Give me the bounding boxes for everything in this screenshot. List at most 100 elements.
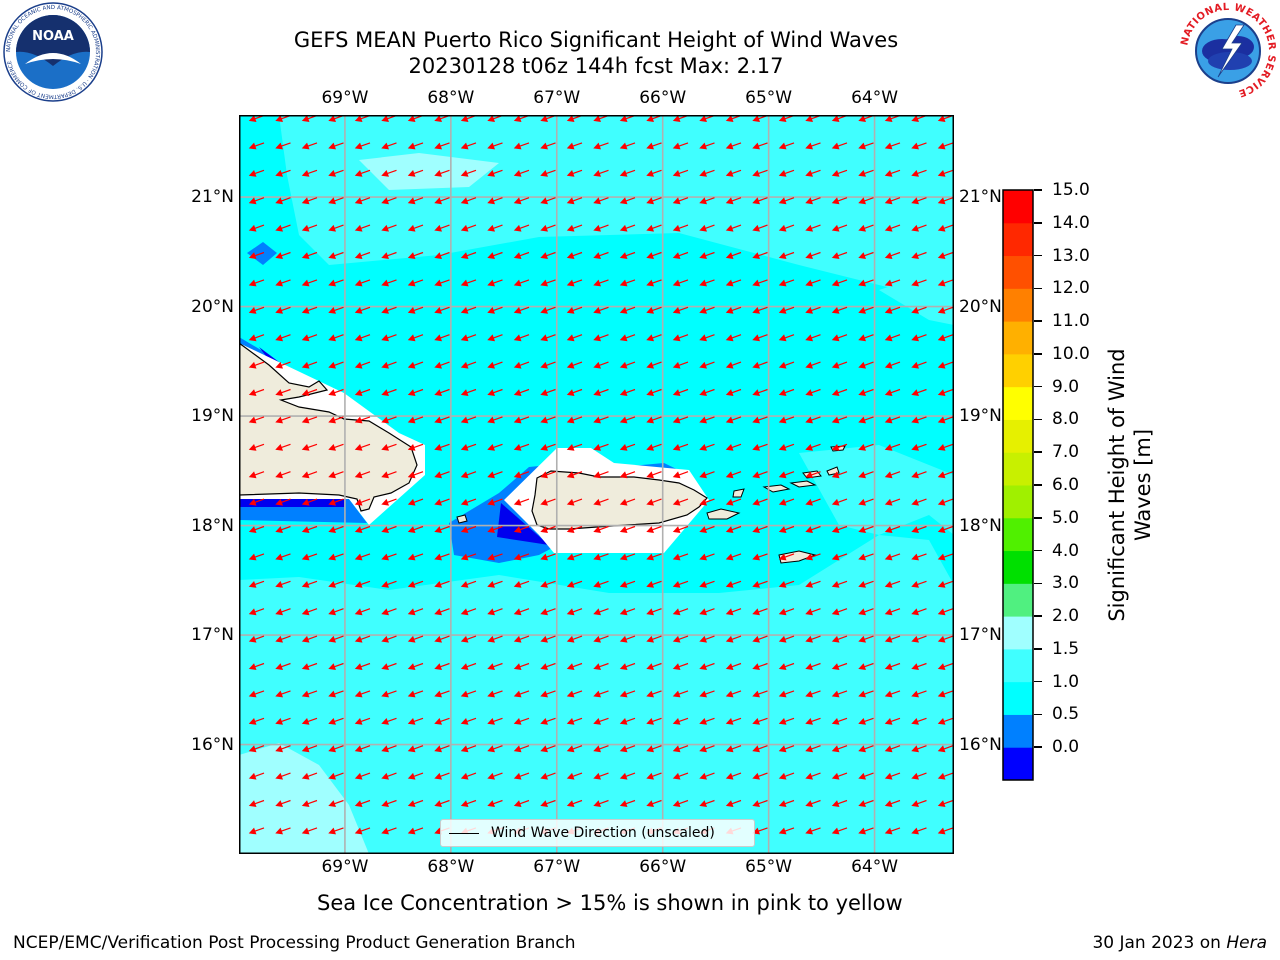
wave-direction-arrow bbox=[275, 525, 291, 533]
lat-label-right: 19°N bbox=[959, 406, 1002, 427]
colorbar-tick bbox=[1034, 615, 1042, 617]
wave-direction-arrow bbox=[831, 827, 848, 835]
footer-date: 30 Jan 2023 on Hera bbox=[1092, 933, 1267, 953]
colorbar-tick bbox=[1034, 648, 1042, 650]
wave-direction-arrow bbox=[487, 690, 503, 698]
wave-direction-arrow bbox=[858, 553, 874, 561]
wave-direction-arrow bbox=[805, 608, 821, 616]
wave-direction-arrow bbox=[513, 251, 530, 259]
colorbar-tick-label: 15.0 bbox=[1052, 180, 1090, 200]
wave-direction-arrow bbox=[460, 361, 477, 369]
wave-direction-arrow bbox=[778, 553, 795, 561]
footer-branch: NCEP/EMC/Verification Post Processing Pr… bbox=[13, 933, 576, 953]
wave-direction-arrow bbox=[805, 553, 821, 561]
wave-direction-arrow bbox=[566, 306, 583, 314]
wave-direction-arrow bbox=[301, 717, 318, 725]
wave-direction-arrow bbox=[646, 608, 662, 616]
wave-direction-arrow bbox=[858, 635, 874, 643]
wave-direction-arrow bbox=[513, 279, 530, 287]
wave-direction-arrow bbox=[752, 142, 768, 150]
wave-direction-arrow bbox=[354, 279, 371, 287]
colorbar-tick-label: 3.0 bbox=[1052, 573, 1080, 594]
wave-direction-arrow bbox=[275, 772, 291, 780]
wave-direction-arrow bbox=[275, 635, 291, 643]
wave-direction-arrow bbox=[301, 251, 318, 259]
wave-direction-arrow bbox=[937, 279, 954, 287]
colorbar-tick bbox=[1034, 680, 1042, 683]
wave-direction-arrow bbox=[540, 279, 556, 287]
wave-direction-arrow bbox=[407, 498, 424, 506]
wave-direction-arrow bbox=[884, 635, 901, 643]
wave-direction-arrow bbox=[805, 142, 821, 150]
colorbar-frame bbox=[1002, 189, 1034, 781]
colorbar-segment bbox=[1003, 747, 1033, 781]
wave-direction-arrow bbox=[381, 580, 397, 588]
wave-direction-arrow bbox=[752, 717, 768, 725]
wave-direction-arrow bbox=[778, 306, 795, 314]
wave-direction-arrow bbox=[593, 690, 609, 698]
wave-direction-arrow bbox=[699, 251, 715, 259]
wave-direction-arrow bbox=[699, 717, 715, 725]
wave-direction-arrow bbox=[248, 827, 265, 835]
map-title: GEFS MEAN Puerto Rico Significant Height… bbox=[0, 27, 1192, 79]
wave-direction-arrow bbox=[301, 443, 318, 451]
wave-direction-arrow bbox=[354, 827, 371, 835]
wave-direction-arrow bbox=[354, 306, 371, 314]
map-frame bbox=[239, 115, 954, 854]
wave-direction-arrow bbox=[593, 251, 609, 259]
wave-direction-arrow bbox=[911, 361, 927, 369]
wave-direction-arrow bbox=[778, 251, 795, 259]
wave-direction-arrow bbox=[434, 142, 450, 150]
wave-direction-arrow bbox=[778, 224, 795, 232]
wave-direction-arrow bbox=[593, 635, 609, 643]
wave-direction-arrow bbox=[381, 799, 397, 807]
wave-direction-arrow bbox=[672, 142, 689, 150]
wave-direction-arrow bbox=[884, 416, 901, 424]
wave-direction-arrow bbox=[911, 608, 927, 616]
colorbar-tick-label: 11.0 bbox=[1052, 311, 1090, 332]
wave-direction-arrow bbox=[301, 388, 318, 396]
colorbar-segment bbox=[1003, 321, 1033, 355]
wave-direction-arrow bbox=[911, 388, 927, 396]
wave-direction-arrow bbox=[566, 525, 583, 533]
wave-direction-arrow bbox=[831, 416, 848, 424]
wave-direction-arrow bbox=[407, 388, 424, 396]
wave-direction-arrow bbox=[752, 772, 768, 780]
wave-direction-arrow bbox=[911, 827, 927, 835]
wave-direction-arrow bbox=[858, 662, 874, 670]
wave-direction-arrow bbox=[752, 662, 768, 670]
wave-direction-arrow bbox=[381, 306, 397, 314]
wave-direction-arrow bbox=[778, 279, 795, 287]
wave-direction-arrow bbox=[805, 580, 821, 588]
wave-direction-arrow bbox=[619, 553, 636, 561]
wave-direction-arrow bbox=[540, 388, 556, 396]
wave-direction-arrow bbox=[460, 306, 477, 314]
colorbar-segment bbox=[1003, 616, 1033, 650]
wave-direction-arrow bbox=[513, 471, 530, 479]
wave-direction-arrow bbox=[593, 772, 609, 780]
wave-direction-arrow bbox=[275, 306, 291, 314]
field-2-3-north bbox=[359, 153, 499, 190]
wave-direction-arrow bbox=[540, 635, 556, 643]
wave-direction-arrow bbox=[301, 608, 318, 616]
wave-direction-arrow bbox=[725, 635, 742, 643]
wave-direction-arrow bbox=[354, 799, 371, 807]
wave-direction-arrow bbox=[328, 334, 344, 342]
wave-direction-arrow bbox=[354, 142, 371, 150]
colorbar-tick-label: 1.0 bbox=[1052, 671, 1080, 692]
wave-direction-arrow bbox=[646, 197, 662, 205]
wave-direction-arrow bbox=[354, 251, 371, 259]
wave-direction-arrow bbox=[540, 251, 556, 259]
wave-direction-arrow bbox=[699, 142, 715, 150]
wave-direction-arrow bbox=[248, 662, 265, 670]
wave-direction-arrow bbox=[937, 224, 954, 232]
wave-direction-arrow bbox=[778, 772, 795, 780]
wave-direction-arrow bbox=[911, 251, 927, 259]
wave-direction-arrow bbox=[275, 251, 291, 259]
colorbar-tick bbox=[1034, 254, 1042, 257]
wave-direction-arrow bbox=[593, 580, 609, 588]
wave-direction-arrow bbox=[381, 388, 397, 396]
lon-label-bottom: 64°W bbox=[851, 857, 899, 877]
wave-direction-arrow bbox=[460, 443, 477, 451]
wave-direction-arrow bbox=[884, 498, 901, 506]
